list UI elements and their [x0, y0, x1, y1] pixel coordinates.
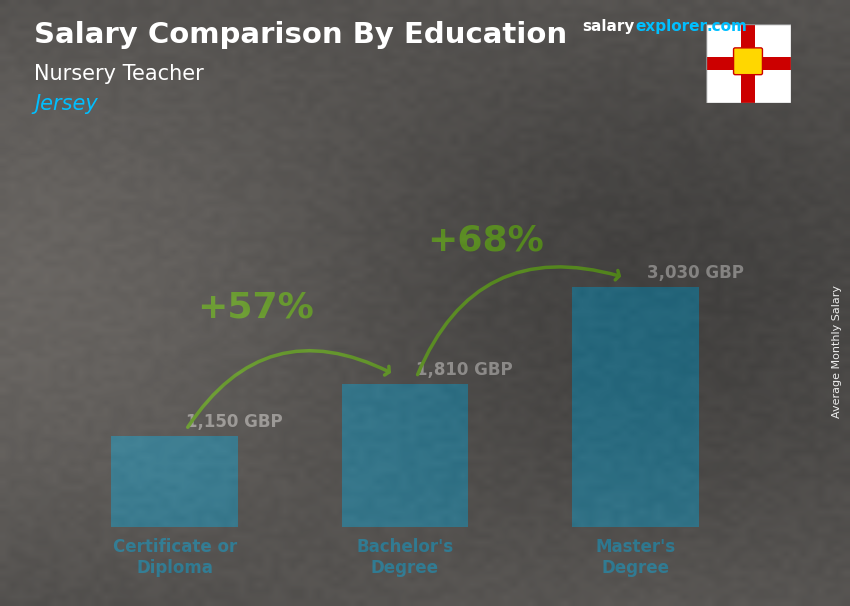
Text: +57%: +57% — [197, 290, 314, 324]
Text: Nursery Teacher: Nursery Teacher — [34, 64, 204, 84]
Text: 1,150 GBP: 1,150 GBP — [186, 413, 283, 431]
Text: Average Monthly Salary: Average Monthly Salary — [832, 285, 842, 418]
Text: 1,810 GBP: 1,810 GBP — [416, 361, 513, 379]
Text: 3,030 GBP: 3,030 GBP — [647, 264, 744, 282]
Text: .com: .com — [706, 19, 747, 35]
Bar — [706, 58, 791, 70]
Text: +68%: +68% — [428, 224, 544, 258]
Text: Salary Comparison By Education: Salary Comparison By Education — [34, 21, 567, 49]
Bar — [572, 287, 699, 527]
Text: explorer: explorer — [636, 19, 708, 35]
FancyBboxPatch shape — [734, 48, 762, 75]
Bar — [741, 24, 755, 103]
Bar — [342, 384, 468, 527]
Bar — [111, 436, 238, 527]
Text: salary: salary — [582, 19, 635, 35]
Text: Jersey: Jersey — [34, 94, 98, 114]
